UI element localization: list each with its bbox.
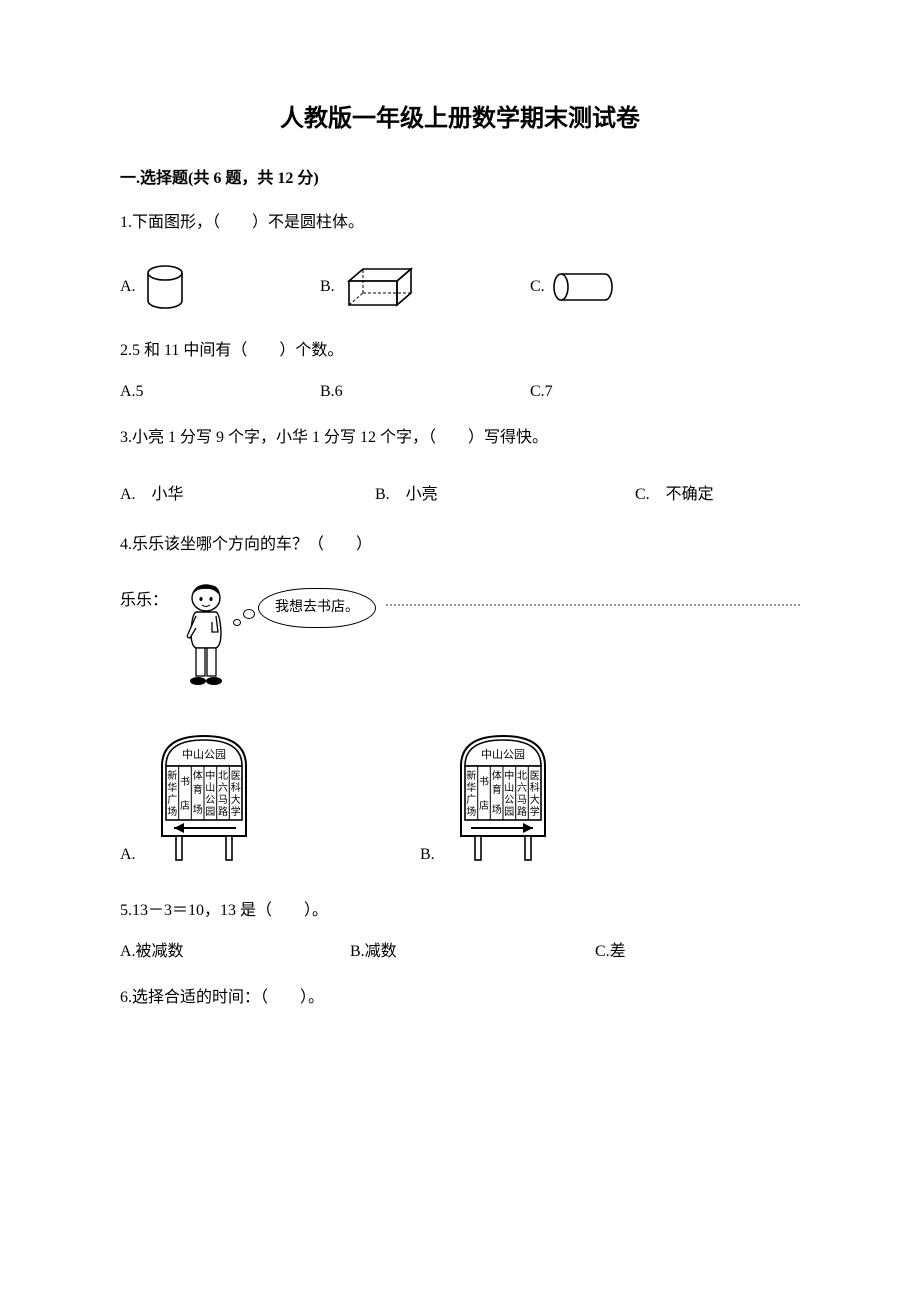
svg-text:园: 园 <box>504 806 514 818</box>
svg-text:科: 科 <box>529 781 539 794</box>
boy-icon <box>174 582 244 690</box>
svg-text:北: 北 <box>218 770 228 782</box>
q5-opt-b[interactable]: B.减数 <box>350 939 595 965</box>
svg-text:育: 育 <box>491 783 501 796</box>
q4-text: 4.乐乐该坐哪个方向的车？（ ） <box>120 532 800 558</box>
svg-text:学: 学 <box>230 805 240 818</box>
q3-opt-c[interactable]: C. 不确定 <box>635 482 714 508</box>
svg-text:中山公园: 中山公园 <box>481 748 525 761</box>
page-title: 人教版一年级上册数学期末测试卷 <box>120 100 800 138</box>
svg-text:中: 中 <box>504 769 514 782</box>
svg-text:山: 山 <box>205 782 215 794</box>
dotted-line <box>386 604 800 606</box>
svg-text:书: 书 <box>479 776 489 788</box>
q2-opt-b[interactable]: B.6 <box>320 379 530 405</box>
svg-text:六: 六 <box>517 782 527 794</box>
q2-text: 2.5 和 11 中间有（ ）个数。 <box>120 338 800 364</box>
q2-options: A.5 B.6 C.7 <box>120 379 800 405</box>
question-5: 5.13－3＝10，13 是（ ）。 A.被减数 B.减数 C.差 <box>120 898 800 965</box>
svg-text:中山公园: 中山公园 <box>182 748 226 761</box>
q4-options: A. 中山公园 新 华 广 场 书 店 <box>120 730 800 868</box>
q1-opt-b[interactable]: B. <box>320 265 530 309</box>
svg-text:大: 大 <box>230 793 240 806</box>
svg-text:医: 医 <box>230 770 240 782</box>
q2-opt-a[interactable]: A.5 <box>120 379 320 405</box>
svg-text:路: 路 <box>218 805 228 818</box>
svg-text:场: 场 <box>466 805 476 818</box>
svg-text:育: 育 <box>192 783 202 796</box>
q3-text: 3.小亮 1 分写 9 个字，小华 1 分写 12 个字，（ ）写得快。 <box>120 425 800 451</box>
svg-text:公: 公 <box>504 795 514 806</box>
svg-text:华: 华 <box>167 781 177 794</box>
q4-opt-a[interactable]: A. 中山公园 新 华 广 场 书 店 <box>120 730 420 868</box>
q4-opt-b[interactable]: B. 中山公园 新 华 广 场 书 店 <box>420 730 565 868</box>
svg-text:广: 广 <box>167 794 177 806</box>
lele-label: 乐乐： <box>120 582 168 614</box>
q1-options: A. B. <box>120 264 800 310</box>
q3-opt-a[interactable]: A. 小华 <box>120 482 375 508</box>
question-2: 2.5 和 11 中间有（ ）个数。 A.5 B.6 C.7 <box>120 338 800 405</box>
q4-illustration: 乐乐： 我想去书店。 <box>120 582 800 690</box>
svg-text:学: 学 <box>529 805 539 818</box>
q1-opt-c[interactable]: C. <box>530 270 615 304</box>
q1-a-label: A. <box>120 274 136 300</box>
svg-text:书: 书 <box>180 776 190 788</box>
q6-text: 6.选择合适的时间：（ ）。 <box>120 985 800 1011</box>
q5-opt-c[interactable]: C.差 <box>595 939 626 965</box>
question-4: 4.乐乐该坐哪个方向的车？（ ） 乐乐： <box>120 532 800 868</box>
svg-text:马: 马 <box>218 794 228 806</box>
q1-opt-a[interactable]: A. <box>120 264 320 310</box>
svg-text:园: 园 <box>205 806 215 818</box>
q5-text: 5.13－3＝10，13 是（ ）。 <box>120 898 800 924</box>
q1-b-label: B. <box>320 274 335 300</box>
q4-b-label: B. <box>420 842 435 868</box>
svg-text:六: 六 <box>218 782 228 794</box>
svg-text:场: 场 <box>192 803 202 816</box>
svg-text:大: 大 <box>529 793 539 806</box>
svg-text:马: 马 <box>517 794 527 806</box>
svg-text:中: 中 <box>205 769 215 782</box>
svg-text:店: 店 <box>180 799 190 812</box>
svg-text:医: 医 <box>529 770 539 782</box>
svg-text:场: 场 <box>167 805 177 818</box>
q5-options: A.被减数 B.减数 C.差 <box>120 939 800 965</box>
q3-options: A. 小华 B. 小亮 C. 不确定 <box>120 482 800 508</box>
q1-text: 1.下面图形，（ ）不是圆柱体。 <box>120 210 800 236</box>
svg-text:体: 体 <box>491 770 501 782</box>
svg-text:公: 公 <box>205 795 215 806</box>
svg-text:山: 山 <box>504 782 514 794</box>
svg-text:店: 店 <box>479 799 489 812</box>
question-1: 1.下面图形，（ ）不是圆柱体。 A. B. <box>120 210 800 310</box>
q1-c-label: C. <box>530 274 545 300</box>
question-6: 6.选择合适的时间：（ ）。 <box>120 985 800 1011</box>
bus-sign-right-icon: 中山公园 新 华 广 场 书 店 体 育 场 中 <box>441 730 565 868</box>
svg-text:科: 科 <box>230 781 240 794</box>
svg-text:场: 场 <box>491 803 501 816</box>
svg-text:体: 体 <box>192 770 202 782</box>
svg-text:广: 广 <box>466 794 476 806</box>
speech-bubble: 我想去书店。 <box>258 588 376 628</box>
cylinder-side-icon <box>551 270 615 304</box>
cuboid-icon <box>341 265 421 309</box>
q5-opt-a[interactable]: A.被减数 <box>120 939 350 965</box>
q4-a-label: A. <box>120 842 136 868</box>
svg-text:新: 新 <box>466 769 476 782</box>
cylinder-upright-icon <box>142 264 188 310</box>
svg-text:路: 路 <box>517 805 527 818</box>
q3-opt-b[interactable]: B. 小亮 <box>375 482 635 508</box>
question-3: 3.小亮 1 分写 9 个字，小华 1 分写 12 个字，（ ）写得快。 A. … <box>120 425 800 508</box>
q2-opt-c[interactable]: C.7 <box>530 379 553 405</box>
svg-text:华: 华 <box>466 781 476 794</box>
bus-sign-left-icon: 中山公园 新 华 广 场 书 店 体 育 场 中 <box>142 730 266 868</box>
section-1-header: 一.选择题(共 6 题，共 12 分) <box>120 166 800 192</box>
svg-text:北: 北 <box>517 770 527 782</box>
svg-text:新: 新 <box>167 769 177 782</box>
